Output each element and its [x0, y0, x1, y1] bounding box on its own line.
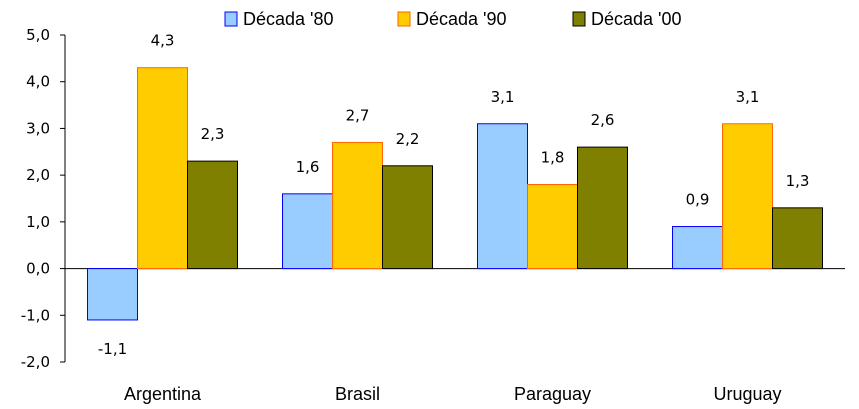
data-label: -1,1 — [98, 340, 127, 358]
bars — [87, 67, 823, 321]
legend-label: Década '80 — [243, 9, 334, 29]
data-label: 2,6 — [591, 111, 615, 129]
y-tick-label: -1,0 — [21, 306, 50, 324]
y-ticks: 5,0 4,0 3,0 2,0 1,0 0,0 -1,0 -2,0 — [21, 26, 65, 371]
data-label: 1,8 — [541, 148, 565, 166]
bar — [382, 165, 433, 270]
data-label: 0,9 — [686, 191, 710, 209]
legend-swatch — [397, 11, 411, 27]
data-label: 3,1 — [491, 88, 515, 106]
bar — [477, 123, 528, 270]
data-label: 2,2 — [396, 130, 420, 148]
category-label: Uruguay — [713, 384, 781, 404]
data-label: 1,6 — [296, 158, 320, 176]
y-tick-label: 1,0 — [26, 213, 50, 231]
legend-swatch — [224, 11, 238, 27]
category-label: Brasil — [335, 384, 380, 404]
bar — [137, 67, 188, 270]
bar — [187, 160, 238, 270]
bar — [87, 268, 138, 321]
data-label: 2,3 — [201, 125, 225, 143]
bar — [282, 193, 333, 270]
data-label: 1,3 — [786, 172, 810, 190]
legend-label: Década '90 — [416, 9, 507, 29]
bar — [332, 141, 383, 270]
legend: Década '80 Década '90 Década '00 — [224, 9, 682, 29]
data-labels: -1,1 4,3 2,3 1,6 2,7 2,2 3,1 1,8 2,6 0,9 3,1 1,3 — [98, 32, 810, 358]
bar — [722, 123, 773, 270]
data-label: 4,3 — [151, 32, 175, 50]
category-label: Paraguay — [514, 384, 591, 404]
bar — [527, 183, 578, 270]
legend-label: Década '00 — [591, 9, 682, 29]
category-label: Argentina — [124, 384, 202, 404]
bar — [672, 226, 723, 270]
legend-swatch — [572, 11, 586, 27]
bar — [577, 146, 628, 270]
bar — [772, 207, 823, 270]
data-label: 2,7 — [346, 106, 370, 124]
y-tick-label: 0,0 — [26, 260, 50, 278]
y-tick-label: 4,0 — [26, 73, 50, 91]
data-label: 3,1 — [736, 88, 760, 106]
y-tick-label: 2,0 — [26, 166, 50, 184]
y-tick-label: 3,0 — [26, 119, 50, 137]
y-tick-label: -2,0 — [21, 353, 50, 371]
category-labels: Argentina Brasil Paraguay Uruguay — [124, 384, 782, 404]
y-tick-label: 5,0 — [26, 26, 50, 44]
